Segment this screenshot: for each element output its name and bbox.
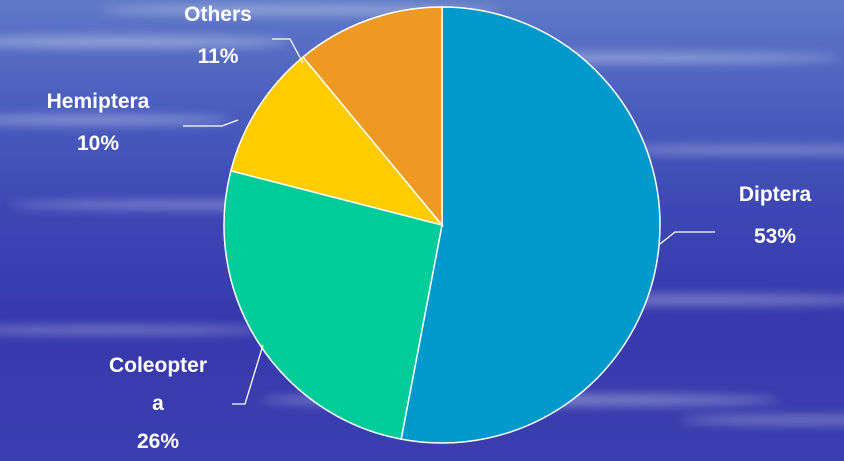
slice-percent-label: 11% [198,45,239,68]
slice-name-label: Coleopter [109,354,207,377]
pie-slice-coleoptera [223,169,443,441]
pie-slice-others [301,6,443,228]
slice-label-others: Others 11% [184,3,252,68]
pie-slice-diptera [400,6,661,444]
slice-label-hemiptera: Hemiptera 10% [47,90,150,155]
slice-labels: Diptera 53% Coleopter a 26% Hemiptera 10% Other… [47,3,812,453]
leader-line-coleoptera [232,344,264,405]
slice-name-label: Diptera [739,183,812,206]
slice-name-label: Others [184,3,252,26]
slice-percent-label: 26% [137,430,179,453]
leader-lines [183,38,715,405]
slice-label-coleoptera: Coleopter a 26% [109,354,207,453]
pie-slices [223,6,661,444]
leader-line-diptera [659,231,715,245]
leader-line-hemiptera [183,119,239,127]
slice-name-label: Hemiptera [47,90,150,113]
slice-name-label: a [152,392,164,415]
slice-label-diptera: Diptera 53% [739,183,812,248]
leader-line-others [272,38,304,64]
slice-percent-label: 53% [754,225,796,248]
pie-slice-hemiptera [229,55,445,227]
slice-percent-label: 10% [77,132,119,155]
